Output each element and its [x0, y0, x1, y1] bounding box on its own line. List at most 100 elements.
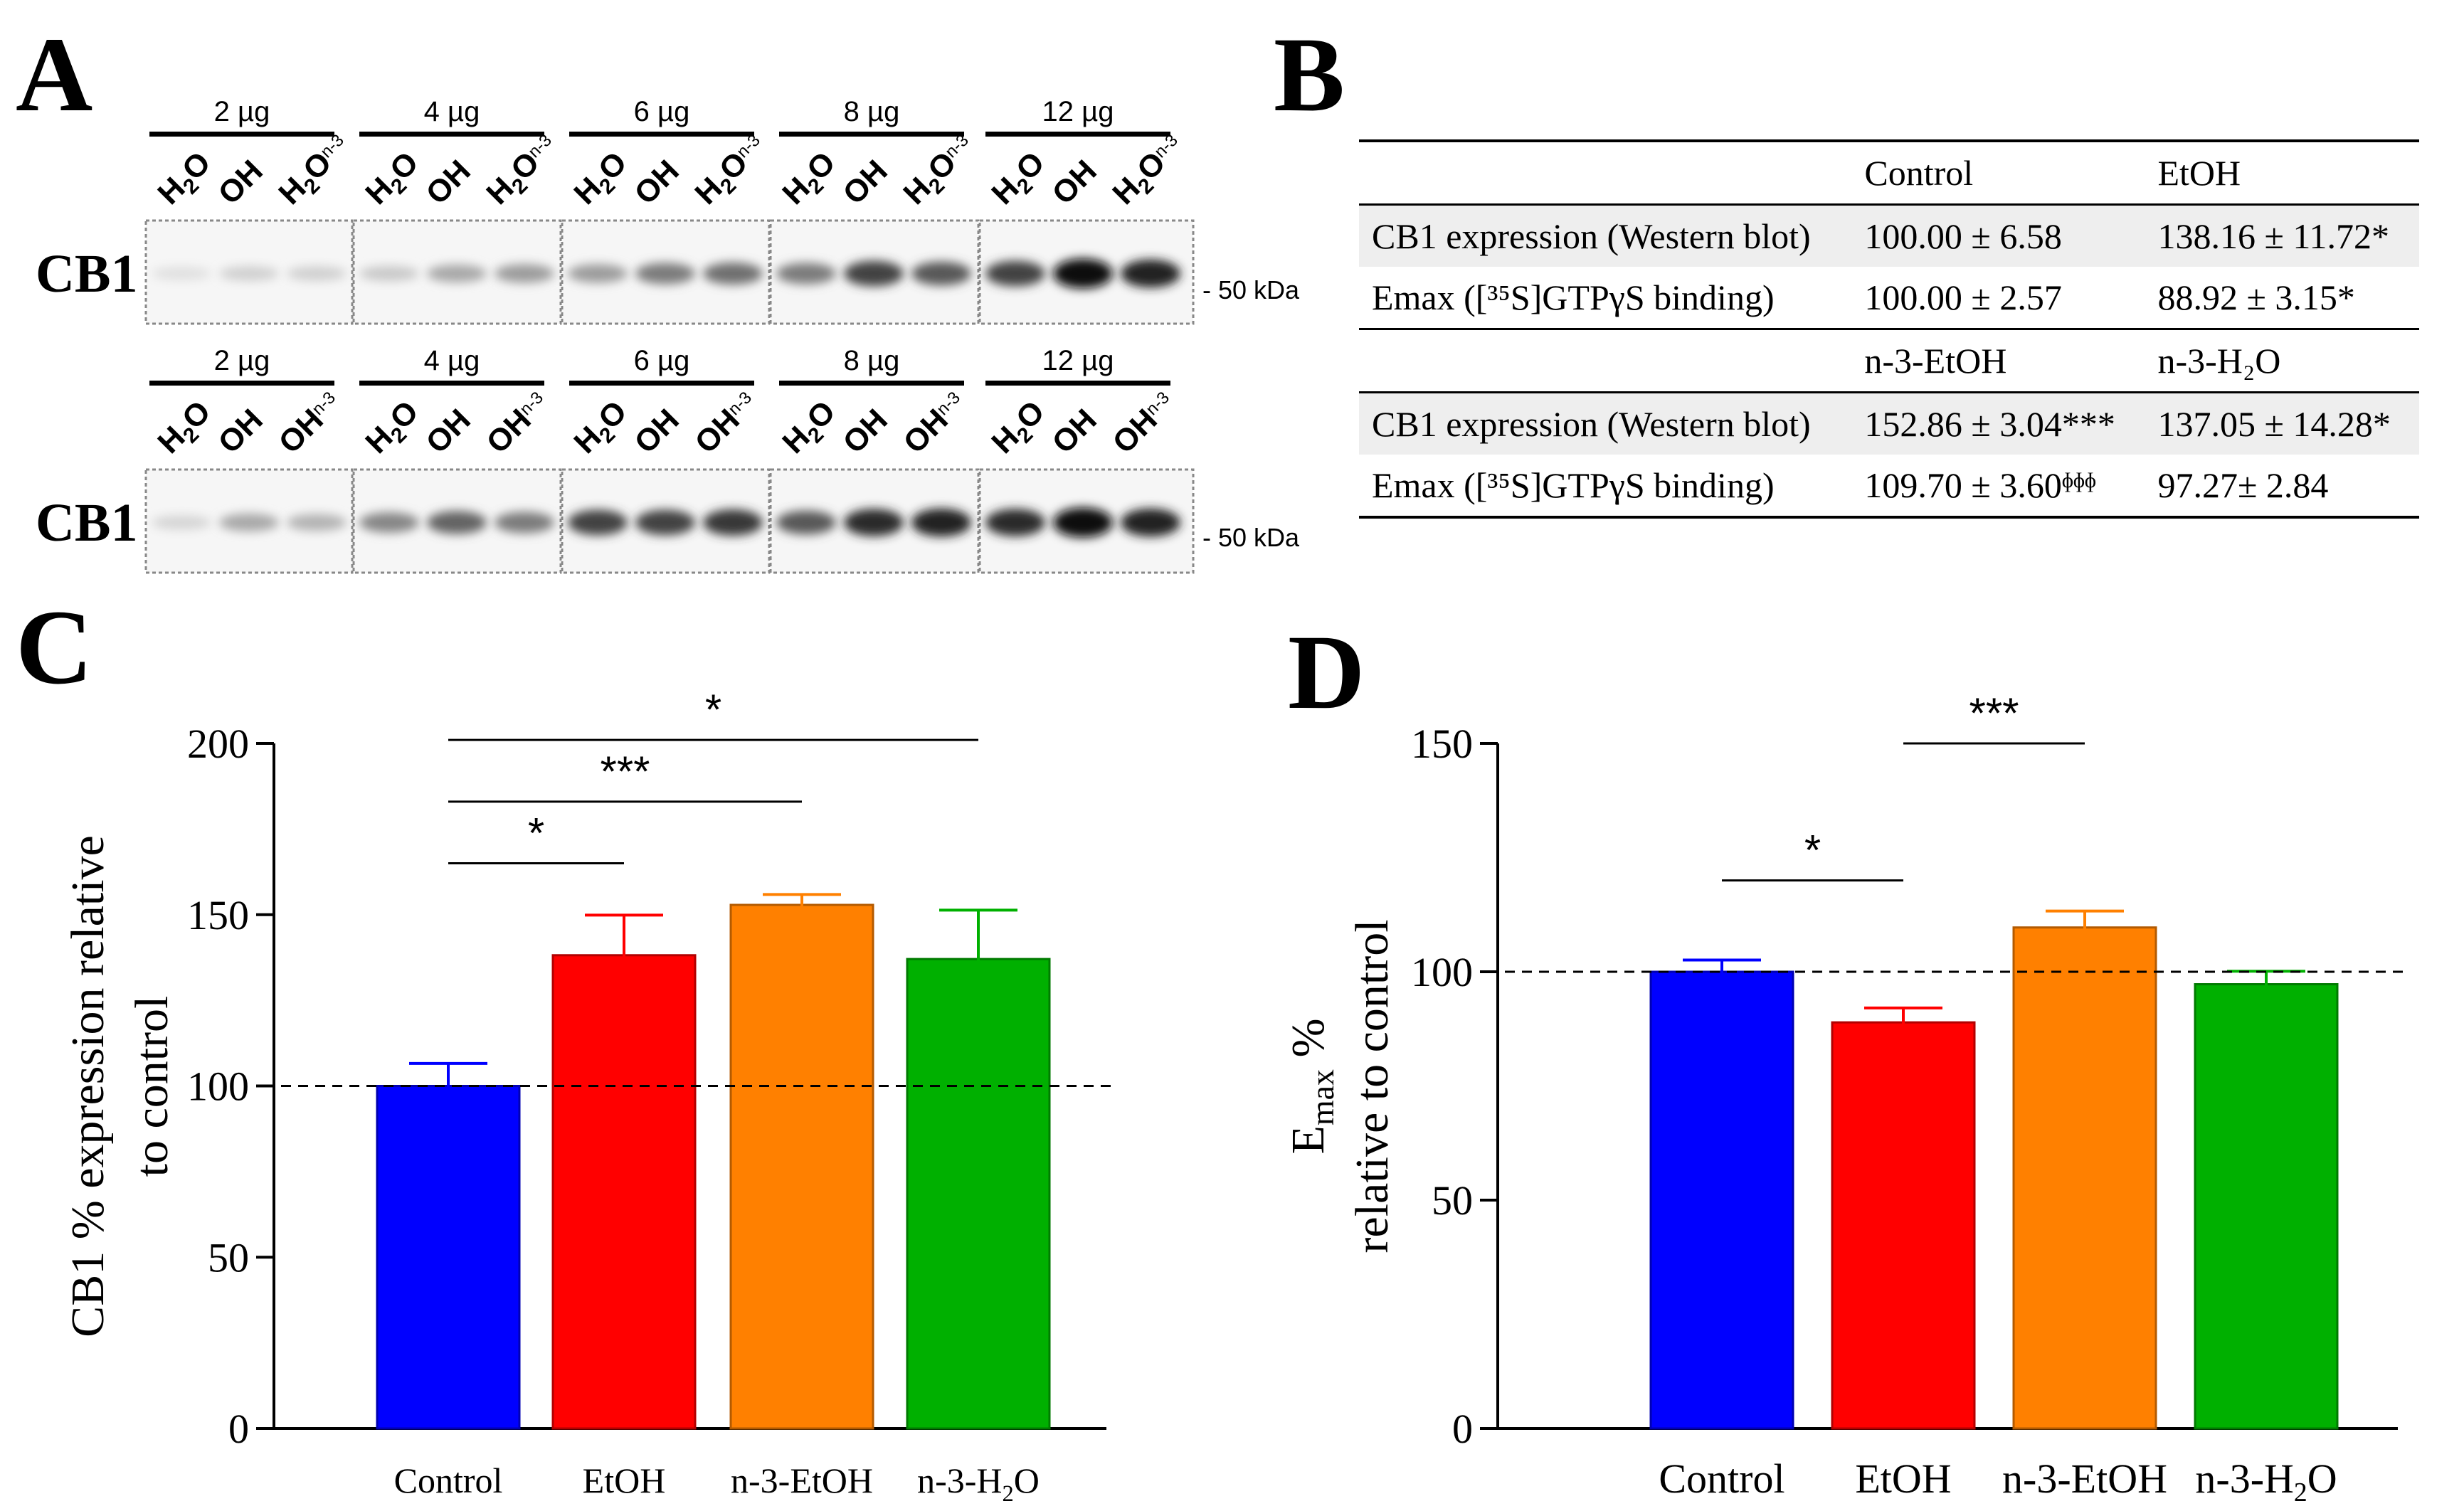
blot-group-bar [569, 381, 754, 386]
blot-band [1053, 507, 1113, 538]
blot-lane-label: H2O [359, 145, 428, 215]
y-tick-label: 100 [187, 1064, 249, 1110]
blot-lane-label: OH [419, 154, 477, 211]
table-cell: 100.00 ± 6.58 [1851, 203, 2145, 267]
y-tick-label: 50 [1432, 1177, 1473, 1224]
table-row-label: CB1 expression (Western blot) [1359, 391, 1852, 455]
table-cell: 88.92 ± 3.15* [2157, 277, 2355, 317]
blot-lane-label: OH [628, 403, 685, 460]
bar-n-3-h2o [906, 958, 1051, 1430]
y-axis-label-line1: Emax % [1282, 1018, 1341, 1154]
blot-band [985, 260, 1045, 287]
blot-group-label: 6 µg [634, 96, 690, 127]
blot-band [495, 511, 554, 534]
blot-band [703, 509, 763, 536]
blot-lane-label: OH [628, 154, 685, 211]
blot-marker-top: - 50 kDa [1202, 275, 1300, 304]
blot-lane-label: OHn-3 [480, 385, 555, 460]
x-category-label: n-3-H2O [2195, 1456, 2337, 1507]
blot-lane-label: OH [836, 403, 894, 460]
blot-lane-label: OHn-3 [688, 385, 763, 460]
blot-band [359, 265, 419, 282]
significance-label: *** [600, 748, 650, 795]
table-header-etoh: EtOH [2145, 139, 2419, 205]
blot-lane-label: H2O [151, 145, 221, 215]
blot-group-label: 4 µg [424, 96, 480, 127]
blot-band [568, 264, 628, 283]
blot-row-label-bottom: CB1 [36, 493, 138, 553]
blot-lane-label: OHn-3 [272, 385, 347, 460]
blot-group-bar [985, 132, 1170, 137]
blot-lane-label: H2O [776, 394, 845, 464]
y-axis-label-line1: CB1 % expression relative [62, 835, 114, 1337]
blot-group-label: 12 µg [1042, 345, 1114, 376]
blot-band [635, 509, 695, 536]
blot-lane-label: OH [419, 403, 477, 460]
bar-control [376, 1085, 521, 1430]
x-category-label: n-3-EtOH [2002, 1456, 2167, 1502]
blot-band [359, 512, 419, 533]
blot-group-bar [359, 381, 544, 386]
significance-label: * [705, 686, 721, 733]
bar-n-3-etoh [729, 903, 874, 1430]
blot-lane-label: H2O [359, 394, 428, 464]
blot-band [911, 508, 971, 537]
blot-band [776, 263, 836, 285]
blot-band [152, 515, 211, 530]
y-tick-label: 50 [208, 1234, 249, 1281]
table-cell: 109.70 ± 3.60ᶲᶲᶲ [1851, 455, 2145, 519]
panel-letter-c: C [16, 588, 93, 706]
table-header-n3-etoh: n-3-EtOH [1851, 328, 2145, 393]
blot-band [1121, 259, 1180, 288]
bar-n-3-etoh [2012, 926, 2157, 1430]
blot-lane-label: OH [211, 154, 269, 211]
bar-n-3-h2o [2194, 983, 2339, 1430]
blot-band [287, 514, 347, 531]
y-tick-label: 0 [1452, 1406, 1473, 1452]
blot-band [495, 264, 554, 283]
blot-lane-label: OH [1045, 403, 1103, 460]
table-cell: 152.86 ± 3.04*** [1851, 391, 2145, 455]
blot-band [911, 261, 971, 286]
y-axis-label-line2: relative to control [1346, 919, 1398, 1253]
blot-lane-label: H2O [151, 394, 221, 464]
table-row-label: Emax ([³⁵S]GTPγS binding) [1359, 455, 1852, 519]
blot-group-label: 2 µg [214, 96, 270, 127]
table-cell: 100.00 ± 2.57 [1864, 277, 2062, 317]
blot-lane-label: H2O [985, 394, 1054, 464]
results-table: Control EtOH CB1 expression (Western blo… [1359, 139, 2419, 519]
blot-lane-label: H2On-3 [480, 127, 567, 215]
blot-lane-label: H2O [985, 145, 1054, 215]
blot-band [844, 509, 904, 536]
x-category-label: EtOH [583, 1460, 666, 1500]
bar-etoh [551, 954, 697, 1430]
blot-lane-label: OHn-3 [1106, 385, 1181, 460]
blot-lane-label: OH [836, 154, 894, 211]
blot-group-label: 4 µg [424, 345, 480, 376]
table-cell: 97.27± 2.84 [2145, 455, 2419, 519]
blot-lane-label: H2On-3 [1106, 127, 1193, 215]
significance-label: * [528, 810, 544, 857]
blot-band [985, 509, 1045, 536]
blot-lane-label: OH [1045, 154, 1103, 211]
significance-label: * [1804, 827, 1821, 874]
y-tick-label: 150 [187, 892, 249, 938]
blot-group-bar [569, 132, 754, 137]
table-cell: 137.05 ± 14.28* [2145, 391, 2419, 455]
blot-band [1053, 258, 1113, 289]
blot-lane-label: OH [211, 403, 269, 460]
blot-band [219, 266, 279, 281]
blot-lane-label: H2On-3 [897, 127, 984, 215]
blot-band [844, 260, 904, 287]
blot-lane-label: H2On-3 [272, 127, 359, 215]
table-row-label: Emax ([³⁵S]GTPγS binding) [1372, 277, 1775, 317]
blot-group-label: 8 µg [844, 345, 900, 376]
y-tick-label: 200 [187, 721, 249, 767]
table-header-empty [1359, 328, 1852, 393]
x-category-label: Control [394, 1460, 503, 1500]
blot-lane-label: H2O [567, 145, 637, 215]
blot-band [1121, 508, 1180, 537]
blot-group-label: 6 µg [634, 345, 690, 376]
